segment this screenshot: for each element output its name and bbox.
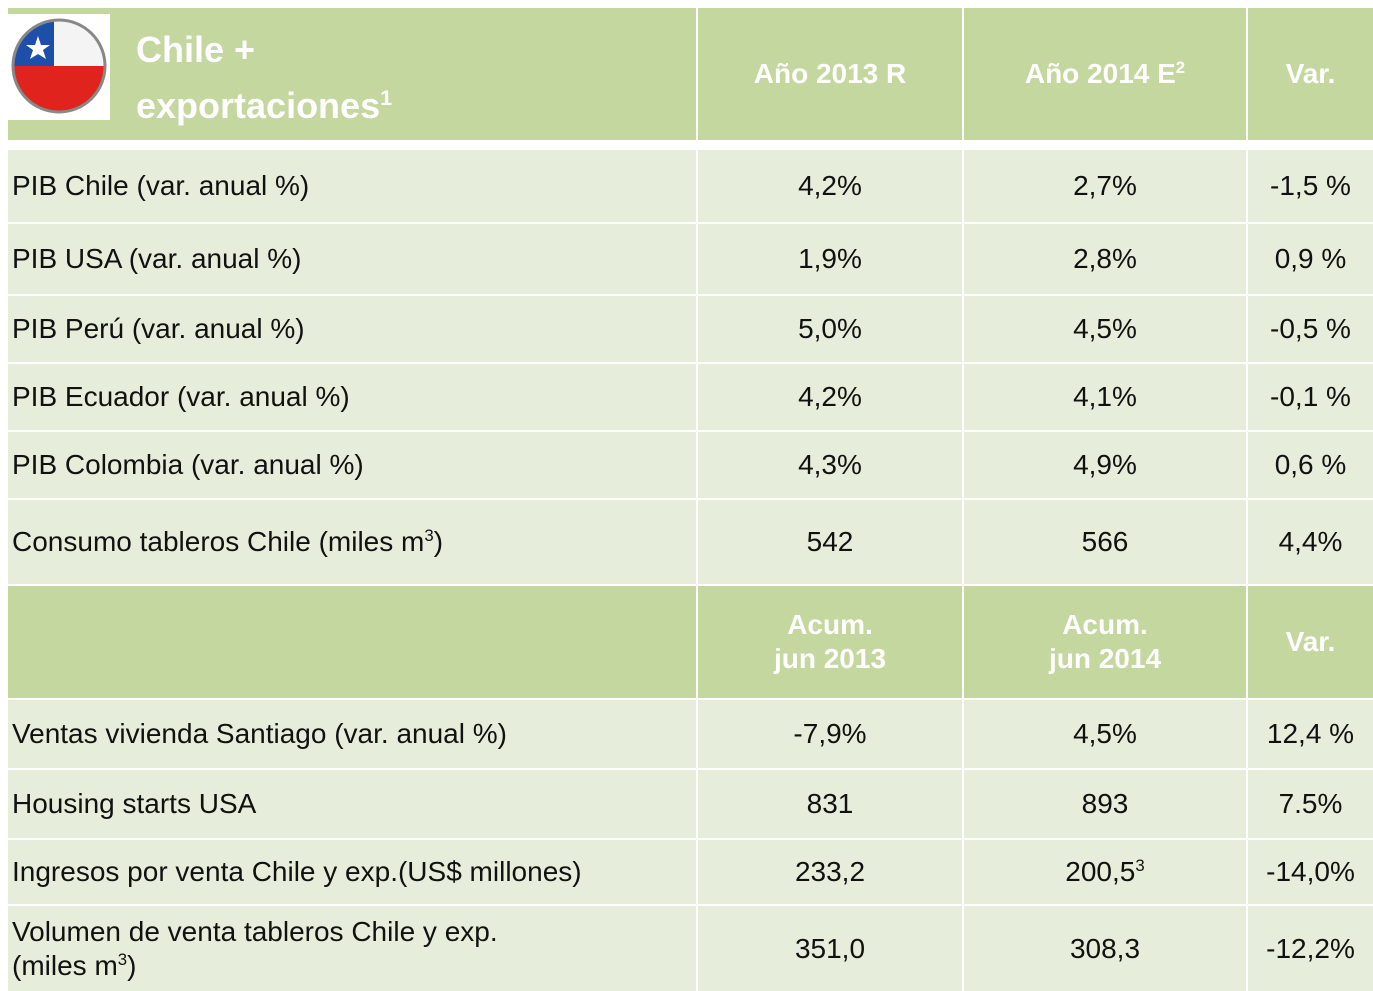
table-cell: PIB Colombia (var. anual %) xyxy=(8,432,696,498)
text: Var. xyxy=(1285,58,1336,90)
table-cell: -12,2% xyxy=(1248,906,1373,991)
table-cell: 2,7% xyxy=(964,150,1246,222)
table-cell: -0,1 % xyxy=(1248,364,1373,430)
table-cell: 4,4% xyxy=(1248,500,1373,584)
table-cell: PIB USA (var. anual %) xyxy=(8,224,696,294)
superscript: 2 xyxy=(1175,58,1186,78)
table-cell: 200,53 xyxy=(964,840,1246,904)
table-cell: Consumo tableros Chile (miles m3) xyxy=(8,500,696,584)
cell-text: Var. xyxy=(1286,57,1336,91)
table-cell: 2,8% xyxy=(964,224,1246,294)
column-header: Año 2014 E2 xyxy=(964,8,1246,140)
cell-text: Acum. jun 2013 xyxy=(774,608,886,675)
column-header: Var. xyxy=(1248,586,1373,698)
table-cell: -1,5 % xyxy=(1248,150,1373,222)
table-cell: 4,5% xyxy=(964,700,1246,768)
text: ) xyxy=(433,526,444,558)
table-cell: 1,9% xyxy=(698,224,962,294)
column-header: Año 2013 R xyxy=(698,8,962,140)
cell-text: Año 2013 R xyxy=(754,57,907,91)
superscript: 3 xyxy=(117,949,128,969)
title-line: Chile + xyxy=(136,29,256,70)
text: Consumo tableros Chile (miles m xyxy=(12,526,425,558)
table-cell: PIB Ecuador (var. anual %) xyxy=(8,364,696,430)
text: Acum. jun 2013 xyxy=(773,609,887,674)
text: 200,5 xyxy=(1065,856,1136,888)
table-cell: 4,9% xyxy=(964,432,1246,498)
title-line: exportaciones xyxy=(136,85,381,126)
table-cell: 893 xyxy=(964,770,1246,838)
table-cell: 566 xyxy=(964,500,1246,584)
table-cell: -7,9% xyxy=(698,700,962,768)
flag-box xyxy=(8,14,110,120)
text: Volumen de venta tableros Chile y exp. (… xyxy=(12,915,498,981)
title: Chile + exportaciones1 xyxy=(136,22,392,134)
table-cell: 7.5% xyxy=(1248,770,1373,838)
section-header-cell xyxy=(8,586,696,698)
table-cell: 5,0% xyxy=(698,296,962,362)
table-cell: 0,6 % xyxy=(1248,432,1373,498)
table-cell: 0,9 % xyxy=(1248,224,1373,294)
text: ) xyxy=(127,949,137,981)
superscript: 3 xyxy=(424,526,434,546)
cell-text: Volumen de venta tableros Chile y exp. (… xyxy=(12,915,498,982)
table-cell: PIB Perú (var. anual %) xyxy=(8,296,696,362)
table-cell: 233,2 xyxy=(698,840,962,904)
table-cell: Housing starts USA xyxy=(8,770,696,838)
cell-text: Acum. jun 2014 xyxy=(1049,608,1161,675)
table-cell: 4,1% xyxy=(964,364,1246,430)
column-header: Acum. jun 2014 xyxy=(964,586,1246,698)
table-cell: 4,2% xyxy=(698,364,962,430)
cell-text: Año 2014 E2 xyxy=(1025,57,1185,91)
table-cell: Volumen de venta tableros Chile y exp. (… xyxy=(8,906,696,991)
table-cell: 12,4 % xyxy=(1248,700,1373,768)
text: Año 2014 E xyxy=(1024,58,1176,90)
flag xyxy=(11,18,107,114)
cell-text: Var. xyxy=(1286,625,1336,659)
table-cell: 4,2% xyxy=(698,150,962,222)
table-cell: PIB Chile (var. anual %) xyxy=(8,150,696,222)
table-cell: Ingresos por venta Chile y exp.(US$ mill… xyxy=(8,840,696,904)
footnote-mark: 1 xyxy=(380,85,393,111)
table-cell: 308,3 xyxy=(964,906,1246,991)
text: Acum. jun 2014 xyxy=(1048,609,1162,674)
table-cell: 4,3% xyxy=(698,432,962,498)
table-cell: 542 xyxy=(698,500,962,584)
cell-text: Consumo tableros Chile (miles m3) xyxy=(12,525,443,559)
column-header: Var. xyxy=(1248,8,1373,140)
table-cell: -0,5 % xyxy=(1248,296,1373,362)
text: Var. xyxy=(1285,626,1336,658)
table-cell: -14,0% xyxy=(1248,840,1373,904)
text: Año 2013 R xyxy=(753,58,907,90)
table-cell: 4,5% xyxy=(964,296,1246,362)
table-cell: 351,0 xyxy=(698,906,962,991)
table-cell: 831 xyxy=(698,770,962,838)
table-cell: Ventas vivienda Santiago (var. anual %) xyxy=(8,700,696,768)
cell-text: 200,53 xyxy=(1065,855,1144,889)
superscript: 3 xyxy=(1135,856,1145,876)
title-cell xyxy=(8,8,696,140)
column-header: Acum. jun 2013 xyxy=(698,586,962,698)
